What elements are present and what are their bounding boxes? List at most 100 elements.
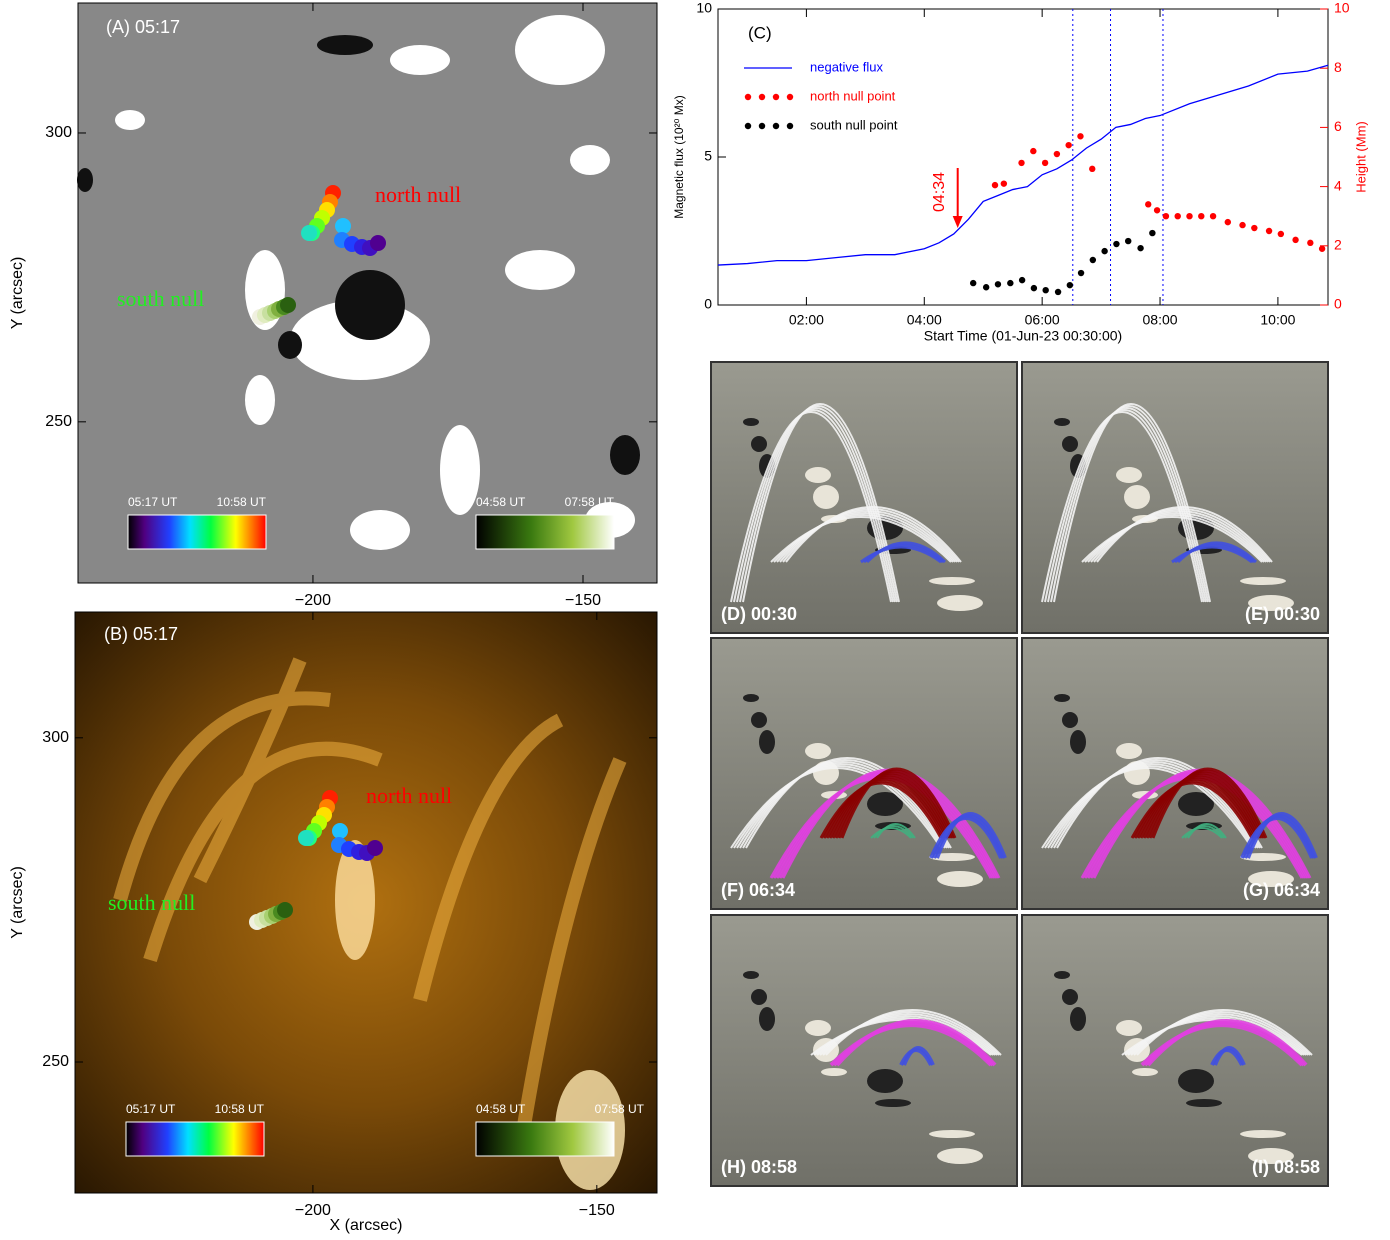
y2-tick-label: 8 xyxy=(1334,59,1342,75)
null-height-point xyxy=(1154,207,1160,213)
x-tick-label: 06:00 xyxy=(1025,312,1060,328)
polarity-patch xyxy=(743,418,759,426)
null-height-point xyxy=(1307,240,1313,246)
null-height-point xyxy=(1042,287,1048,293)
polarity-patch xyxy=(751,436,767,452)
null-height-point xyxy=(1113,241,1119,247)
magnetogram xyxy=(1022,915,1328,1186)
x-tick-label: −200 xyxy=(295,1202,331,1219)
null-height-point xyxy=(995,281,1001,287)
polarity-patch xyxy=(1132,1068,1158,1076)
null-height-point xyxy=(1210,213,1216,219)
x-tick-label: 04:00 xyxy=(907,312,942,328)
legend-swatch xyxy=(759,94,765,100)
x-tick-label: 02:00 xyxy=(789,312,824,328)
panel-b: (B) 05:17 north null south null 05:17 UT… xyxy=(75,612,657,1193)
polarity-patch xyxy=(867,1069,903,1093)
polarity-patch xyxy=(1062,989,1078,1005)
null-height-point xyxy=(1149,230,1155,236)
y2-tick-label: 0 xyxy=(1334,296,1342,312)
x-tick-label: 10:00 xyxy=(1260,312,1295,328)
legend-label: negative flux xyxy=(810,59,883,74)
panel-label: (D) 00:30 xyxy=(721,604,797,624)
null-height-point xyxy=(1266,228,1272,234)
magnetogram xyxy=(711,915,1017,1186)
panel-label: (E) 00:30 xyxy=(1245,604,1320,624)
y-axis-label: Y (arcsec) xyxy=(9,257,26,330)
null-height-point xyxy=(1090,257,1096,263)
polarity-patch xyxy=(743,971,759,979)
panel-h xyxy=(711,915,1017,1186)
legend-swatch xyxy=(745,94,751,100)
y-tick-label: 300 xyxy=(45,124,72,141)
colorbar-label: 10:58 UT xyxy=(215,1102,265,1116)
null-height-point xyxy=(1042,160,1048,166)
colorbar-label: 07:58 UT xyxy=(565,495,615,509)
polarity-patch xyxy=(743,694,759,702)
legend-label: south null point xyxy=(810,117,898,132)
null-point xyxy=(367,840,383,856)
colorbar-rainbow xyxy=(128,515,266,549)
null-height-point xyxy=(1101,248,1107,254)
extrapolation-panels: (D) 00:30(E) 00:30(F) 06:34(G) 06:34(H) … xyxy=(711,362,1328,1186)
null-height-point xyxy=(1007,280,1013,286)
polarity-patch xyxy=(1178,1069,1214,1093)
panel-label: (G) 06:34 xyxy=(1243,880,1320,900)
legend-swatch xyxy=(773,123,779,129)
colorbar-label: 07:58 UT xyxy=(595,1102,645,1116)
legend-swatch xyxy=(745,123,751,129)
y2-tick-label: 10 xyxy=(1334,0,1350,16)
figure: (A) 05:17 north null south null 05:17 UT… xyxy=(0,0,1390,1235)
legend-swatch xyxy=(787,94,793,100)
null-point xyxy=(298,830,314,846)
polarity-patch xyxy=(937,1148,983,1164)
null-height-point xyxy=(1065,142,1071,148)
polarity-patch xyxy=(805,467,831,483)
null-height-point xyxy=(1186,213,1192,219)
null-height-point xyxy=(1030,148,1036,154)
polarity-patch xyxy=(1054,694,1070,702)
south-null-label: south null xyxy=(117,286,204,311)
null-height-point xyxy=(1019,277,1025,283)
x-tick-label: −200 xyxy=(295,592,331,609)
y-tick-label: 0 xyxy=(704,296,712,312)
polarity-patch xyxy=(1124,485,1150,509)
polarity-patch xyxy=(1116,1020,1142,1036)
polarity-patch xyxy=(929,1130,975,1138)
null-height-point xyxy=(1067,282,1073,288)
polarity-patch xyxy=(929,577,975,585)
null-height-point xyxy=(1031,285,1037,291)
panel-label: (I) 08:58 xyxy=(1252,1157,1320,1177)
colorbar-green xyxy=(476,1122,614,1156)
y-tick-label: 250 xyxy=(42,1053,69,1070)
y2-tick-label: 6 xyxy=(1334,118,1342,134)
polarity-patch xyxy=(875,1099,911,1107)
y-tick-label: 300 xyxy=(42,729,69,746)
north-null-label: north null xyxy=(366,783,452,808)
null-point xyxy=(280,297,296,313)
null-height-point xyxy=(1239,222,1245,228)
panel-label: (H) 08:58 xyxy=(721,1157,797,1177)
colorbar-label: 05:17 UT xyxy=(128,495,178,509)
null-height-point xyxy=(1125,238,1131,244)
polarity-patch xyxy=(813,485,839,509)
polarity-patch xyxy=(1054,418,1070,426)
colorbar-green xyxy=(476,515,614,549)
colorbar-label: 10:58 UT xyxy=(217,495,267,509)
null-point xyxy=(335,218,351,234)
polarity-patch xyxy=(1240,1130,1286,1138)
legend-swatch xyxy=(773,94,779,100)
panel-label: (C) xyxy=(748,23,772,42)
x-axis-label: X (arcsec) xyxy=(330,1217,403,1234)
null-height-point xyxy=(1054,151,1060,157)
panel-f xyxy=(711,638,1017,909)
null-height-point xyxy=(983,284,989,290)
y2-tick-label: 2 xyxy=(1334,237,1342,253)
colorbar-rainbow xyxy=(126,1122,264,1156)
polarity-patch xyxy=(805,1020,831,1036)
null-height-point xyxy=(1198,213,1204,219)
null-height-point xyxy=(1089,166,1095,172)
null-point xyxy=(370,235,386,251)
null-point xyxy=(277,902,293,918)
annotation-label: 04:34 xyxy=(931,172,948,212)
